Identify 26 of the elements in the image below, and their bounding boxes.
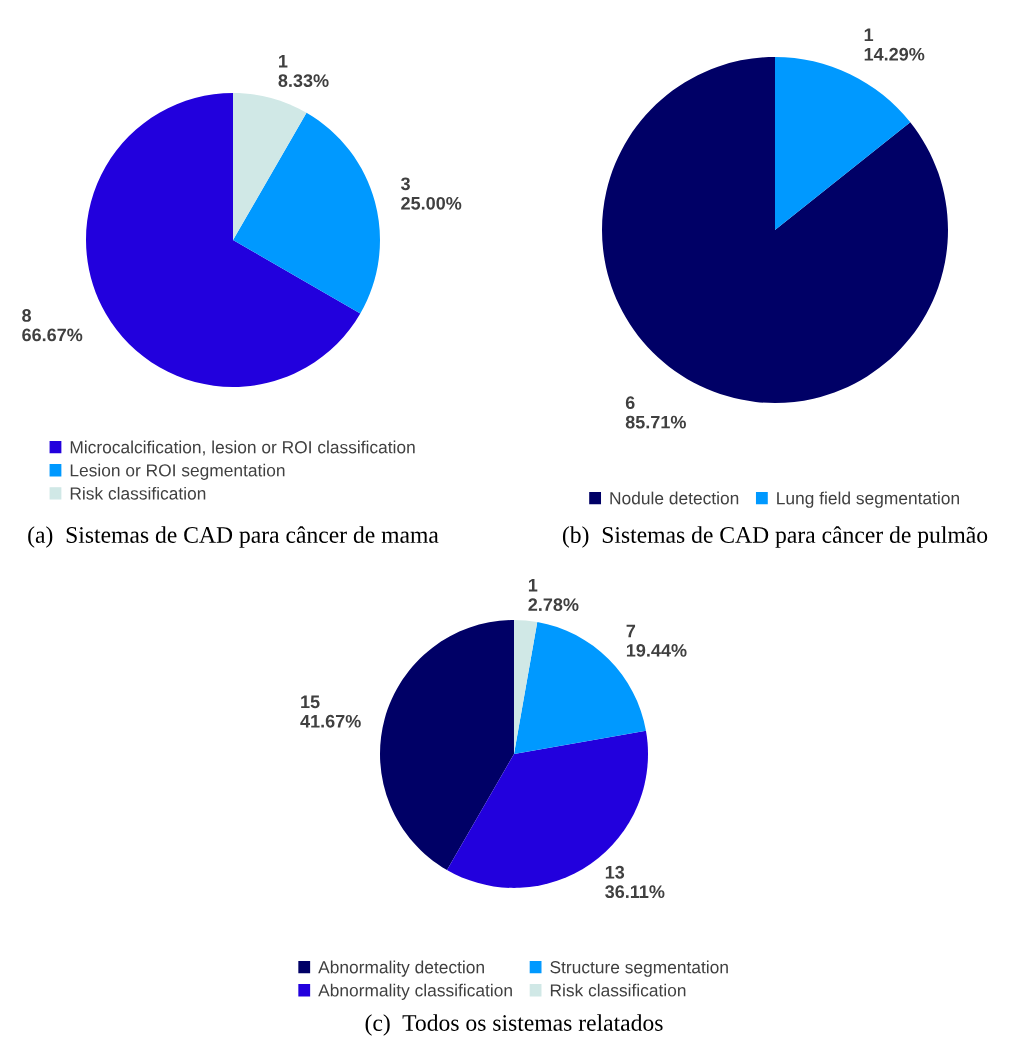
- pie-slice: [233, 93, 307, 240]
- data-label: 13 36.11%: [605, 865, 665, 899]
- pie-slice: [514, 620, 538, 754]
- legend-label: Structure segmentation: [550, 960, 728, 977]
- legend-label: Microcalcification, lesion or ROI classification: [70, 440, 415, 456]
- data-label: 6 85.71%: [625, 396, 686, 429]
- data-label: 7 19.44%: [626, 624, 687, 657]
- legend-label: Nodule detection: [610, 491, 739, 505]
- data-label: 1 14.29%: [864, 28, 925, 61]
- data-label: 1 8.33%: [278, 54, 329, 88]
- legend-label: Abnormality classification: [318, 983, 512, 1000]
- legend-label: Abnormality detection: [318, 960, 484, 977]
- pie-slice: [233, 112, 380, 314]
- data-label: 15 41.67%: [300, 695, 361, 728]
- pie-slice: [380, 620, 514, 871]
- text: (c) Todos os sistemas relatados: [365, 1014, 663, 1036]
- legend-label: Lung field segmentation: [777, 491, 959, 508]
- legend-label: Lesion or ROI segmentation: [70, 463, 285, 480]
- legend-label: Risk classification: [550, 983, 686, 997]
- legend-label: Risk classification: [70, 486, 206, 500]
- data-label: 1 2.78%: [528, 579, 579, 612]
- data-label: 8 66.67%: [22, 309, 83, 342]
- text: (a) Sistemas de CAD para câncer de mama: [28, 526, 439, 548]
- pie-slice: [86, 93, 361, 387]
- text: (b) Sistemas de CAD para câncer de pulmão: [562, 526, 988, 548]
- data-label: 3 25.00%: [400, 177, 462, 210]
